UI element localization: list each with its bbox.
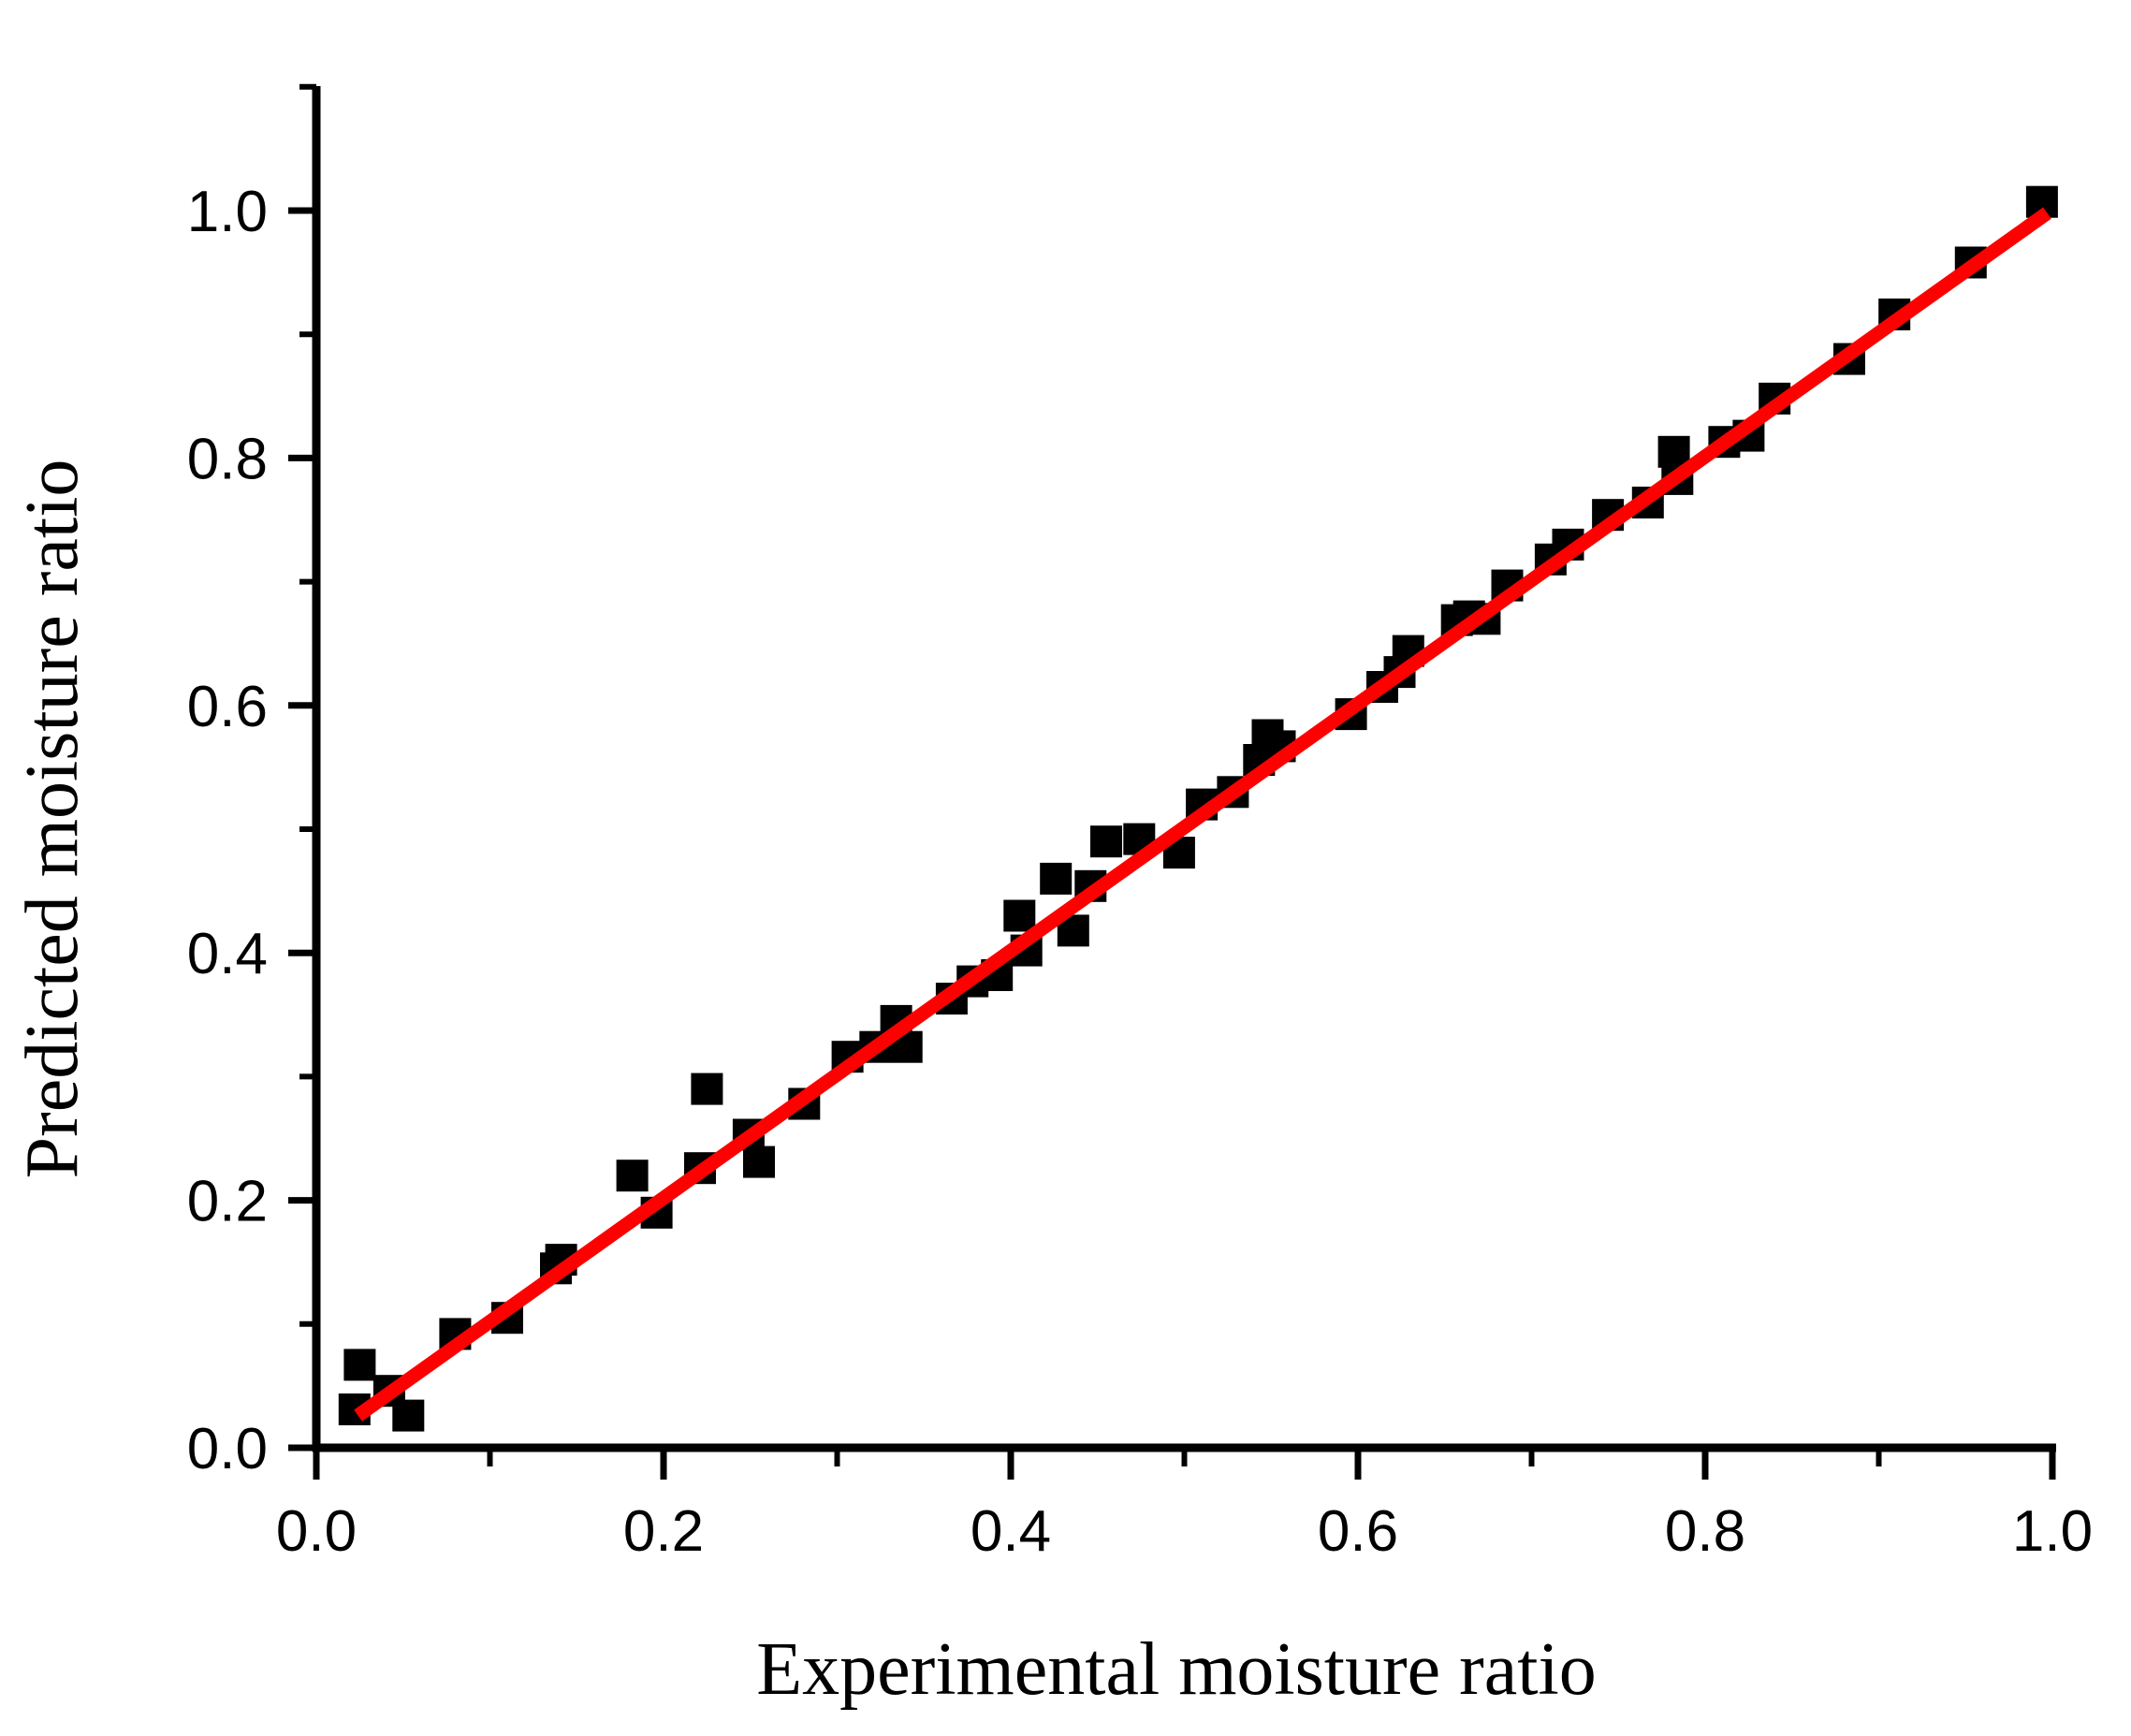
fit-line [354, 207, 2051, 1422]
x-axis-title: Experimental moisture ratio [756, 1628, 1597, 1711]
y-tick-label: 0.4 [187, 922, 268, 986]
y-tick-label: 1.0 [187, 180, 268, 244]
data-point [1040, 862, 1073, 895]
y-axis-title: Predicted moisture ratio [11, 460, 94, 1179]
y-tick-label: 0.0 [187, 1417, 268, 1481]
fit-line-group [354, 207, 2051, 1422]
y-tick-label: 0.6 [187, 675, 268, 739]
x-tick-label: 0.8 [1665, 1499, 1745, 1564]
x-tick-label: 1.0 [2012, 1499, 2093, 1564]
x-tick-label: 0.6 [1318, 1499, 1398, 1564]
data-point [392, 1399, 425, 1432]
data-point [616, 1160, 649, 1192]
axis-ticks [288, 83, 2056, 1480]
data-point [691, 1072, 723, 1105]
x-tick-label: 0.0 [276, 1499, 357, 1564]
y-tick-label: 0.2 [187, 1170, 268, 1234]
x-tick-label: 0.4 [971, 1499, 1051, 1564]
data-point [1090, 825, 1122, 858]
y-tick-label: 0.8 [187, 427, 268, 491]
data-point [1657, 435, 1690, 468]
data-point [1003, 899, 1036, 932]
x-tick-label: 0.2 [623, 1499, 704, 1564]
data-point [343, 1349, 376, 1381]
data-point [743, 1145, 775, 1178]
tick-labels: 0.0 0.2 0.4 0.6 0.8 1.0 0.0 0.2 0.4 0.6 0.8 1.0 [187, 180, 2093, 1564]
